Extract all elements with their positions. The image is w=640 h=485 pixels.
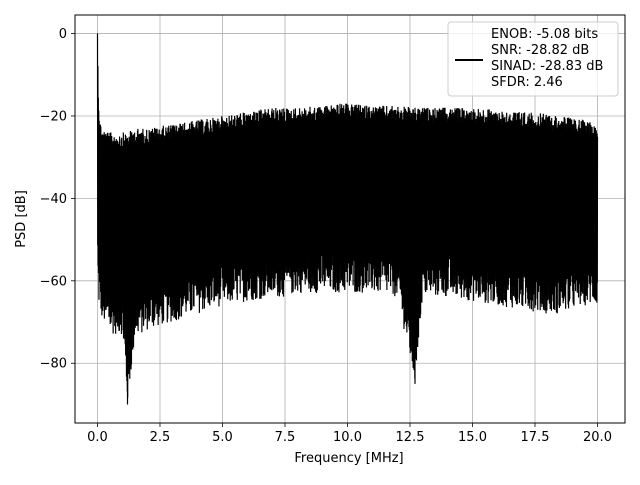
x-tick-label: 5.0 (212, 430, 233, 445)
series-layer (96, 33, 599, 405)
x-tick-label: 10.0 (333, 430, 362, 445)
x-tick-label: 7.5 (275, 430, 296, 445)
legend-line: SNR: -28.82 dB (491, 43, 589, 58)
plot-frame (74, 14, 626, 424)
y-tick-label: −40 (40, 192, 67, 207)
x-tick-label: 0.0 (87, 430, 108, 445)
x-tick-label: 20.0 (583, 430, 612, 445)
y-axis-label: PSD [dB] (14, 190, 29, 248)
legend-box (447, 21, 619, 97)
y-tick-label: −80 (40, 357, 67, 372)
legend-line: SINAD: -28.83 dB (491, 59, 603, 74)
y-tick-label: −60 (40, 274, 67, 289)
x-tick-label: 12.5 (396, 430, 425, 445)
x-tick-label: 15.0 (458, 430, 487, 445)
legend-line: SFDR: 2.46 (491, 75, 563, 90)
ticks-layer: 0.0 2.5 5.0 7.5 10.0 12.5 15.0 17.5 20.0 0 −20 −40 −… (40, 27, 612, 445)
x-tick-label: 2.5 (150, 430, 171, 445)
series-0-line (96, 33, 599, 405)
legend-line: ENOB: -5.08 bits (491, 27, 598, 42)
x-tick-label: 17.5 (521, 430, 550, 445)
y-tick-label: 0 (59, 27, 67, 42)
x-axis-label: Frequency [MHz] (294, 451, 403, 466)
y-tick-label: −20 (40, 109, 67, 124)
